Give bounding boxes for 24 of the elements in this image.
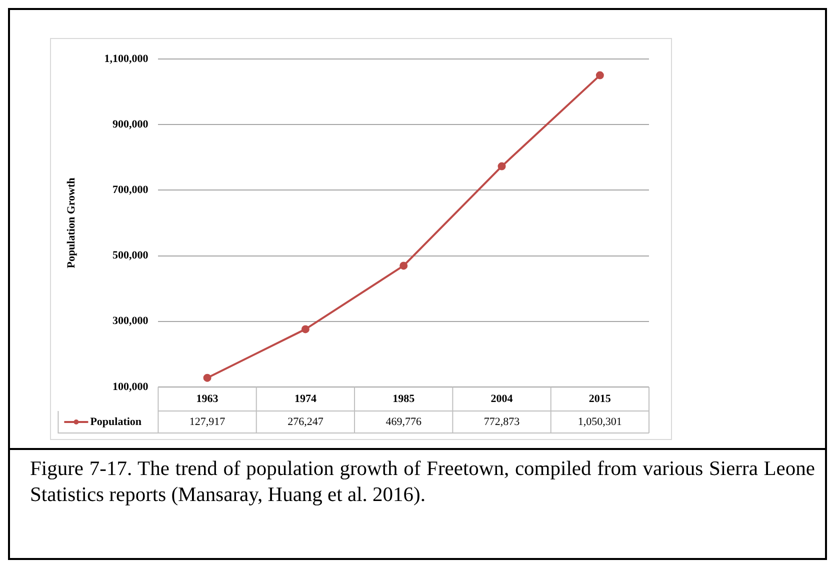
y-tick-label: 100,000: [112, 380, 149, 393]
data-label: 1,050,301: [578, 416, 622, 428]
y-tick-label: 300,000: [112, 315, 149, 328]
y-tick-label: 900,000: [112, 118, 149, 130]
y-tick-label: 700,000: [112, 184, 149, 196]
legend-label: Population: [90, 416, 142, 428]
point: [596, 71, 604, 80]
point: [301, 325, 310, 334]
x-tick-label: 1985: [392, 392, 416, 405]
y-axis-title: Population Growth: [65, 178, 78, 268]
caption: Figure 7-17. The trend of population growth of Freetown, compiled from various Sierra Leone Statistics reports (Mansaray, Huang et al. 2016).: [30, 457, 815, 508]
y-tick-label: 500,000: [112, 250, 149, 262]
point: [400, 262, 408, 270]
data-label: 772,873: [484, 416, 520, 428]
x-tick-label: 2015: [588, 392, 612, 405]
data-label: 127,917: [189, 416, 226, 428]
data-label: 276,247: [288, 416, 324, 428]
x-tick-label: 2004: [490, 392, 514, 405]
y-tick-label: 1,100,000: [104, 52, 149, 65]
x-tick-label: 1974: [294, 392, 317, 405]
point: [498, 162, 506, 170]
data-label: 469,776: [386, 416, 422, 428]
x-tick-label: 1963: [196, 392, 219, 405]
point: [203, 374, 212, 382]
